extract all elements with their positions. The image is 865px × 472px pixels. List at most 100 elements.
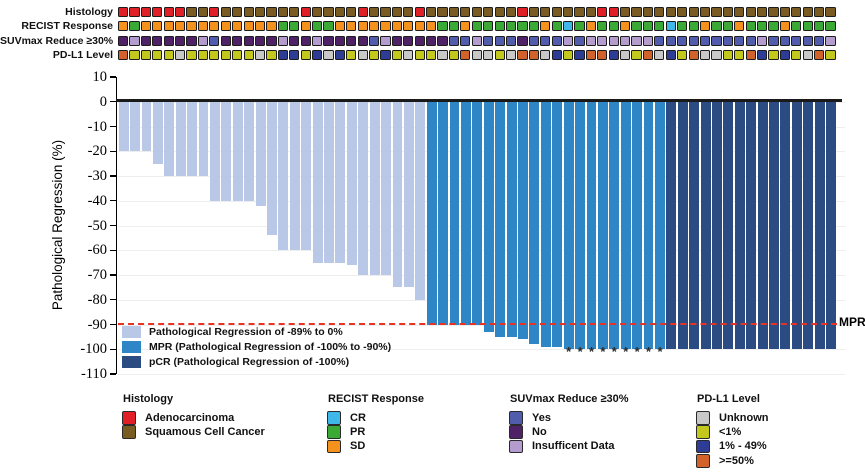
track-cell-pdl1 [631,49,642,61]
asterisk-mark: * [600,344,606,359]
track-cell-recist [403,21,414,32]
track-cell-histology [585,7,596,18]
legend-swatch-histology-S [122,425,136,439]
track-cell-histology [277,7,288,18]
legend-label-pdl1-L: <1% [719,425,742,438]
track-cell-suvmax [437,35,448,46]
track-cell-histology [528,7,539,18]
track-cell-histology [448,7,460,18]
track-cell-recist [118,21,129,32]
patient-bar-MPR [540,101,551,347]
track-cell-recist [380,21,391,32]
patient-bar-MPR [518,101,528,340]
patient-bar-MPR [597,101,608,350]
patient-bar-PR0 [118,101,129,152]
track-cell-suvmax [654,35,665,46]
track-cell-suvmax [186,35,197,46]
patient-bar-pCR [814,101,825,350]
track-cell-recist [597,21,608,32]
track-cell-pdl1 [791,49,802,61]
track-cell-recist [665,21,676,32]
track-cell-recist [814,21,825,32]
track-cell-histology [300,7,311,18]
patient-bar-PR0 [403,101,414,288]
track-cell-suvmax [665,35,676,46]
track-cell-recist [277,21,288,32]
track-cell-recist [802,21,813,32]
track-cell-pdl1 [175,49,186,61]
patient-bar-MPR [461,101,471,325]
track-cell-pdl1 [209,49,220,61]
patient-bar-PR0 [301,101,312,251]
track-cell-histology [562,7,574,18]
legend-label-recist-CR: CR [350,411,366,424]
track-cell-suvmax [585,35,596,46]
patient-bar-MPR [609,101,620,350]
patient-bar-PR0 [152,101,163,164]
track-cell-suvmax [334,35,345,46]
track-cell-suvmax [357,35,368,46]
legend-swatch-histology-A [122,411,136,425]
asterisk-mark: * [577,344,583,359]
track-cell-histology [791,7,802,18]
track-cell-recist [152,21,163,32]
y-tick-label: -110 [80,366,107,382]
asterisk-mark: * [657,344,663,359]
patient-bar-pCR [712,101,722,350]
legend-label-recist-PR: PR [350,425,366,438]
track-cell-histology [551,7,562,18]
track-cell-histology [631,7,642,18]
track-cell-pdl1 [380,49,391,61]
track-cell-recist [311,21,323,32]
track-cell-histology [460,7,471,18]
y-tick-label: -30 [87,168,107,184]
patient-bar-MPR [472,101,483,325]
y-tick-label: -50 [87,217,107,234]
legend-title-histology: Histology [123,393,174,405]
track-cell-pdl1 [494,49,505,61]
track-cell-pdl1 [357,49,368,61]
track-cell-pdl1 [814,49,825,61]
legend-label-suvmax-I: Insufficent Data [532,440,615,453]
track-cell-pdl1 [437,49,448,61]
legend-swatch-suvmax-I [509,439,523,454]
patient-bar-PR0 [381,101,392,275]
legend-label-histology-A: Adenocarcinoma [145,411,235,424]
track-cell-recist [254,21,266,32]
track-cell-pdl1 [779,49,790,61]
track-cell-histology [825,7,836,18]
asterisk-mark: * [646,344,652,359]
track-cell-suvmax [220,35,231,46]
y-axis-line [115,77,118,374]
track-cell-suvmax [471,35,482,46]
track-cell-histology [346,7,357,18]
patient-bar-MPR [506,101,517,337]
legend-label-pdl1-H: >=50% [719,454,754,467]
plot-legend-swatch-PR0 [122,326,141,338]
track-cell-pdl1 [665,49,676,61]
track-cell-recist [779,21,790,32]
track-cell-recist [734,21,745,32]
track-cell-recist [426,21,437,32]
track-cell-pdl1 [254,49,266,61]
track-cell-histology [494,7,505,18]
track-cell-recist [175,21,186,32]
track-cell-histology [209,7,220,18]
track-label-recist: RECIST Response [21,20,113,33]
track-cell-recist [654,21,665,32]
patient-bar-MPR [620,101,631,350]
track-cell-recist [163,21,174,32]
track-cell-pdl1 [802,49,813,61]
track-cell-suvmax [722,35,733,46]
track-cell-pdl1 [186,49,197,61]
track-cell-recist [631,21,642,32]
track-cell-suvmax [300,35,311,46]
track-cell-recist [551,21,562,32]
track-cell-pdl1 [699,49,711,61]
track-cell-recist [129,21,140,32]
track-cell-recist [540,21,551,32]
patient-bar-PR0 [289,101,300,251]
patient-bar-PR0 [346,101,357,266]
track-cell-recist [562,21,574,32]
